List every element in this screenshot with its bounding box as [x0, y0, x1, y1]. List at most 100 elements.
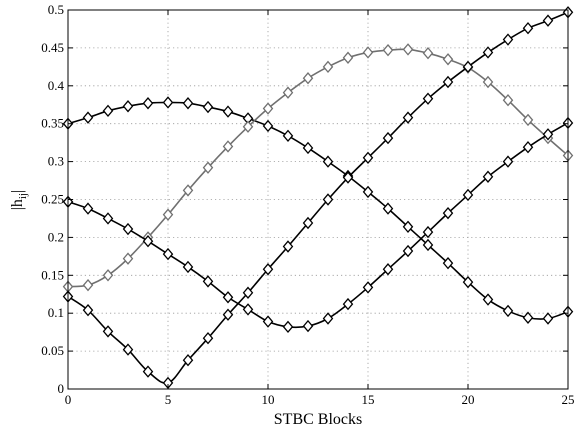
diamond-marker	[422, 47, 434, 60]
diamond-marker	[282, 240, 294, 253]
diamond-marker	[82, 202, 94, 215]
diamond-marker	[482, 293, 494, 306]
diamond-marker	[362, 151, 374, 165]
diamond-marker	[302, 141, 314, 155]
series-3	[62, 116, 574, 334]
diamond-marker	[182, 97, 194, 110]
diamond-marker	[162, 247, 174, 261]
diamond-marker	[262, 315, 274, 328]
y-tick-label: 0.15	[41, 267, 64, 282]
diamond-marker	[242, 286, 254, 299]
diamond-marker	[322, 60, 334, 74]
diamond-marker	[102, 212, 114, 225]
diamond-marker	[342, 297, 354, 311]
y-tick-label: 0.4	[48, 78, 65, 93]
diamond-marker	[442, 53, 454, 66]
diamond-marker	[122, 100, 134, 113]
diamond-marker	[382, 43, 394, 57]
diamond-marker	[542, 312, 554, 325]
diamond-marker	[302, 319, 314, 333]
y-tick-label: 0.35	[41, 116, 64, 131]
diamond-marker	[382, 202, 394, 215]
diamond-marker	[102, 325, 114, 338]
diamond-marker	[462, 188, 474, 202]
grid-layer	[68, 10, 568, 389]
diamond-marker	[302, 72, 314, 85]
diamond-marker	[462, 60, 474, 74]
diamond-marker	[322, 155, 334, 168]
diamond-marker	[162, 96, 174, 109]
x-tick-label: 20	[462, 392, 475, 407]
diamond-marker	[502, 93, 514, 107]
diamond-marker	[202, 332, 214, 345]
diamond-marker	[262, 263, 274, 276]
y-tick-label: 0.3	[48, 154, 64, 169]
diamond-marker	[422, 238, 434, 252]
diamond-marker	[342, 171, 354, 184]
diamond-marker	[482, 46, 494, 59]
diamond-marker	[202, 100, 214, 114]
y-tick-label: 0.5	[48, 2, 64, 17]
diamond-marker	[522, 140, 534, 154]
diamond-marker	[242, 303, 254, 316]
diamond-marker	[122, 252, 134, 265]
diamond-marker	[282, 129, 294, 143]
diamond-marker	[502, 304, 514, 318]
y-axis-label: |hij|	[9, 190, 29, 211]
x-tick-label: 25	[562, 392, 575, 407]
diamond-marker	[442, 256, 454, 270]
series-2	[62, 43, 574, 293]
diamond-marker	[122, 222, 134, 236]
diamond-marker	[262, 102, 274, 115]
series-line	[67, 11, 569, 385]
diamond-marker	[122, 343, 134, 356]
series-layer	[62, 6, 574, 390]
diamond-marker	[522, 113, 534, 127]
diamond-marker	[482, 170, 494, 183]
diamond-marker	[182, 184, 194, 197]
y-tick-label: 0.1	[48, 305, 64, 320]
x-tick-label: 15	[362, 392, 375, 407]
diamond-marker	[442, 206, 454, 220]
diamond-marker	[82, 303, 94, 317]
series-4	[62, 6, 574, 390]
diamond-marker	[142, 234, 154, 248]
diamond-marker	[102, 269, 114, 282]
diamond-marker	[222, 105, 234, 118]
y-tick-label: 0.45	[41, 40, 64, 55]
diamond-marker	[82, 278, 94, 292]
diamond-marker	[262, 119, 274, 133]
y-tick-label: 0	[58, 381, 65, 396]
diamond-marker	[522, 311, 534, 324]
x-tick-label: 0	[65, 392, 72, 407]
diamond-marker	[542, 14, 554, 27]
y-tick-label: 0.2	[48, 229, 64, 244]
y-axis-label-subscript: ij	[17, 193, 29, 199]
diamond-marker	[302, 216, 314, 230]
diamond-marker	[82, 111, 94, 124]
diamond-marker	[362, 185, 374, 199]
diamond-marker	[462, 275, 474, 289]
diamond-marker	[422, 225, 434, 239]
diamond-marker	[242, 120, 254, 133]
series-line	[67, 48, 569, 288]
diamond-marker	[222, 291, 234, 304]
diamond-marker	[202, 275, 214, 288]
tick-layer: 0 5 10 15 20 25 0 0.05 0.1 0.15 0.2 0.25 0.3 0.35 0.4 0…	[41, 2, 574, 407]
diamond-marker	[482, 75, 494, 89]
x-tick-label: 5	[165, 392, 172, 407]
x-axis-label: STBC Blocks	[274, 411, 362, 428]
diamond-marker	[382, 263, 394, 276]
diamond-marker	[282, 320, 294, 334]
diamond-marker	[362, 281, 374, 294]
diamond-marker	[362, 46, 374, 59]
y-tick-label: 0.25	[41, 192, 64, 207]
diamond-marker	[182, 260, 194, 274]
diamond-marker	[342, 51, 354, 64]
diamond-marker	[162, 208, 174, 221]
diamond-marker	[522, 21, 534, 35]
diamond-marker	[282, 86, 294, 99]
diamond-marker	[222, 308, 234, 321]
diamond-marker	[402, 244, 414, 258]
